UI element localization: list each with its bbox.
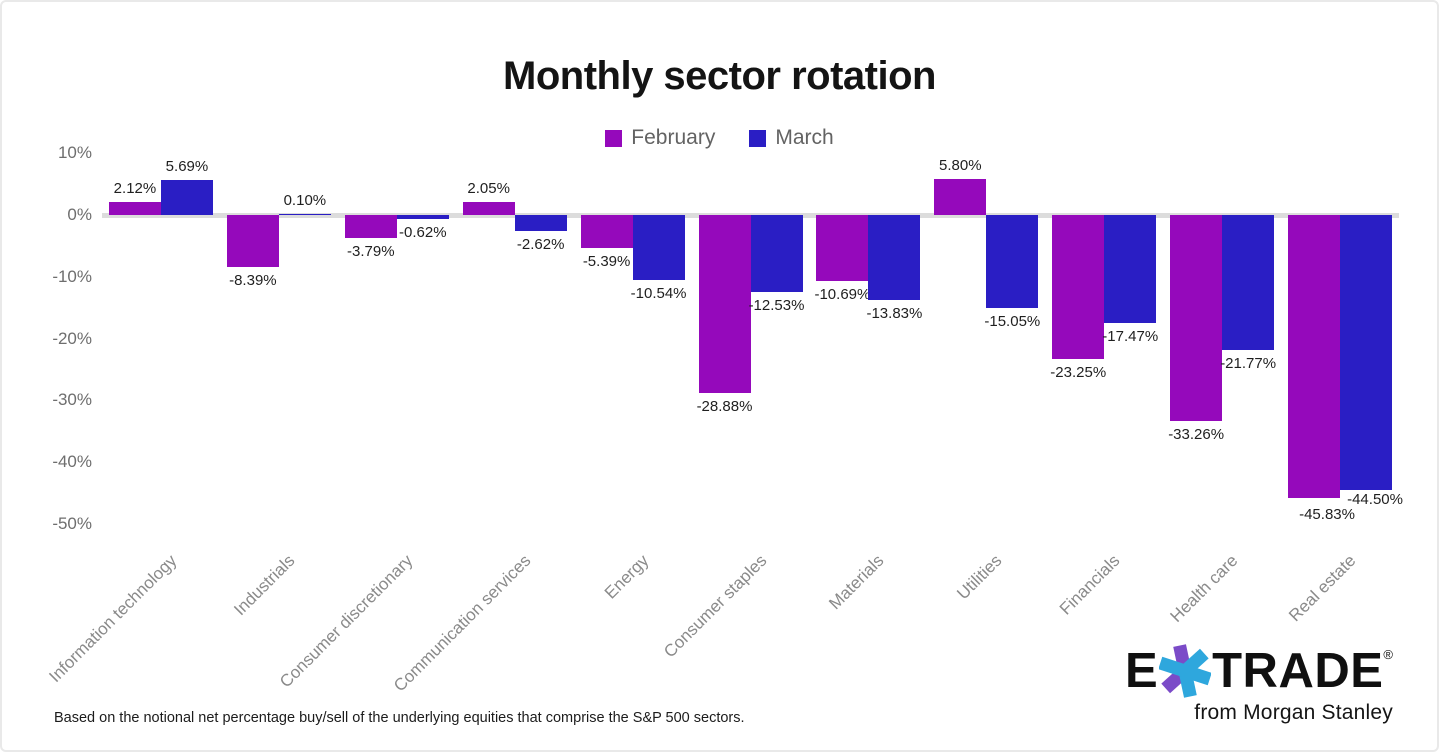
bar-march — [1340, 215, 1393, 490]
y-tick-label: -10% — [52, 266, 92, 286]
bar-march — [160, 179, 213, 215]
logo-tagline: from Morgan Stanley — [1194, 701, 1393, 724]
bar-february — [344, 215, 397, 239]
footnote: Based on the notional net percentage buy… — [54, 710, 745, 726]
bar-february — [1170, 215, 1223, 421]
bar-value-label: -28.88% — [696, 398, 753, 416]
bar-value-label: 0.10% — [283, 192, 327, 210]
logo-word-trade: TRADE — [1212, 643, 1384, 698]
etrade-logo: E TRADE ® from Morgan Stanley — [1125, 644, 1393, 725]
y-tick-label: -20% — [52, 328, 92, 348]
bar-march — [986, 215, 1039, 308]
bar-value-label: -0.62% — [399, 223, 447, 241]
bar-value-label: 5.69% — [165, 157, 209, 175]
bar-value-label: -12.53% — [748, 297, 805, 315]
bar-february — [934, 179, 987, 215]
bar-february — [226, 215, 279, 267]
legend-swatch — [605, 129, 623, 147]
bar-march — [396, 215, 449, 219]
y-tick-label: 0% — [67, 205, 92, 224]
etrade-logo-row: E TRADE ® — [1125, 644, 1393, 698]
y-tick-label: -30% — [52, 390, 92, 410]
bar-march — [868, 215, 921, 301]
bar-value-label: -5.39% — [582, 253, 631, 271]
legend: February March — [2, 126, 1437, 150]
bar-value-label: 2.12% — [113, 179, 157, 197]
bar-value-label: -33.26% — [1168, 425, 1225, 443]
bar-march — [1222, 215, 1275, 350]
etrade-asterisk-icon — [1159, 644, 1212, 698]
bar-february — [1052, 215, 1105, 359]
legend-swatch — [749, 129, 767, 147]
bar-value-label: -2.62% — [516, 236, 565, 254]
bar-value-label: -8.39% — [229, 271, 277, 289]
bar-value-label: -21.77% — [1220, 354, 1277, 372]
bar-february — [1288, 215, 1341, 499]
bar-march — [632, 215, 685, 281]
bar-value-label: 2.05% — [467, 180, 510, 198]
bar-february — [108, 201, 161, 215]
bar-february — [462, 202, 515, 215]
bar-value-label: -10.69% — [814, 286, 871, 304]
asterisk-arm — [1159, 656, 1189, 678]
logo-letter-e: E — [1124, 643, 1159, 698]
bar-february — [698, 215, 751, 394]
registered-trademark-symbol: ® — [1383, 647, 1393, 662]
y-tick-label: -40% — [52, 452, 92, 472]
bar-march — [750, 215, 803, 293]
bar-value-label: -45.83% — [1299, 506, 1355, 524]
legend-item: February — [605, 126, 715, 150]
legend-label: February — [631, 126, 716, 149]
legend-item: March — [749, 126, 834, 150]
bar-february — [580, 215, 633, 249]
bar-value-label: -44.50% — [1347, 491, 1403, 508]
bar-value-label: -13.83% — [866, 305, 923, 323]
bar-march — [278, 214, 331, 215]
bar-march — [1104, 215, 1157, 323]
bar-february — [816, 215, 869, 282]
bar-value-label: -23.25% — [1050, 363, 1107, 381]
bar-value-label: -17.47% — [1102, 327, 1159, 345]
y-tick-label: -50% — [52, 514, 92, 533]
bar-value-label: -15.05% — [984, 313, 1041, 330]
y-tick-label: 10% — [57, 143, 92, 163]
chart-title: Monthly sector rotation — [503, 54, 936, 98]
bar-value-label: 5.80% — [939, 157, 982, 175]
bar-value-label: -10.54% — [630, 285, 687, 303]
bar-march — [514, 215, 567, 232]
legend-label: March — [775, 126, 834, 149]
bar-value-label: -3.79% — [347, 243, 395, 261]
